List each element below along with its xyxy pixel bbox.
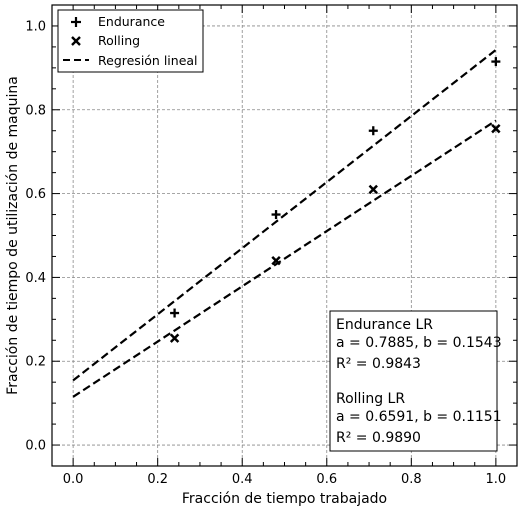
regression-lines (72, 49, 497, 398)
x-tick-label: 0.6 (316, 472, 337, 487)
rolling-lr-r2: R² = 0.9890 (336, 430, 421, 446)
x-marker-b (271, 255, 281, 266)
x-axis-label: Fracción de tiempo trabajado (182, 491, 387, 507)
rolling-lr-params: a = 0.6591, b = 0.1151 (336, 409, 502, 425)
point-rolling (271, 255, 281, 266)
point-endurance (271, 210, 281, 220)
y-tick-label: 0.4 (25, 271, 46, 286)
y-tick-label: 0.2 (25, 355, 46, 370)
grid (52, 5, 517, 466)
axis-ticks: 0.0 0.2 0.4 0.6 0.8 1.0 0.0 0.2 0.4 0.6 0.8 1.0 (25, 4, 518, 487)
x-tick-label: 0.4 (232, 472, 253, 487)
y-tick-label: 0.8 (25, 103, 46, 118)
rolling-lr-title: Rolling LR (336, 391, 405, 407)
legend-endurance-marker (71, 17, 81, 27)
point-rolling (368, 184, 378, 195)
legend-rolling-label: Rolling (98, 33, 140, 48)
regression-line-endurance (72, 49, 497, 382)
legend: Endurance Rolling Regresión lineal (57, 9, 204, 73)
data-points (169, 57, 501, 343)
x-marker-b (491, 123, 501, 134)
y-tick-label: 0.6 (25, 187, 46, 202)
legend-rolling-marker (71, 36, 81, 46)
regression-line-rolling (72, 119, 497, 398)
legend-endurance-label: Endurance (98, 14, 165, 29)
y-axis-label: Fracción de tiempo de utilización de maq… (5, 76, 21, 395)
endurance-lr-r2: R² = 0.9843 (336, 356, 421, 372)
point-endurance (170, 308, 180, 318)
y-tick-label: 1.0 (25, 19, 46, 34)
plot-frame (51, 4, 518, 467)
x-tick-label: 0.0 (63, 472, 84, 487)
point-endurance (491, 57, 501, 67)
endurance-lr-title: Endurance LR (336, 317, 433, 333)
x-tick-label: 1.0 (486, 472, 507, 487)
x-marker-b (169, 333, 180, 343)
point-rolling (169, 333, 180, 343)
regression-annotation: Endurance LR a = 0.7885, b = 0.1543 R² =… (329, 310, 502, 452)
x-tick-label: 0.2 (147, 472, 168, 487)
legend-regression-label: Regresión lineal (98, 53, 198, 68)
point-endurance (368, 126, 378, 136)
point-rolling (491, 123, 501, 134)
x-marker-b (368, 184, 378, 195)
endurance-lr-params: a = 0.7885, b = 0.1543 (336, 335, 502, 351)
x-tick-label: 0.8 (401, 472, 422, 487)
y-tick-label: 0.0 (25, 439, 46, 454)
